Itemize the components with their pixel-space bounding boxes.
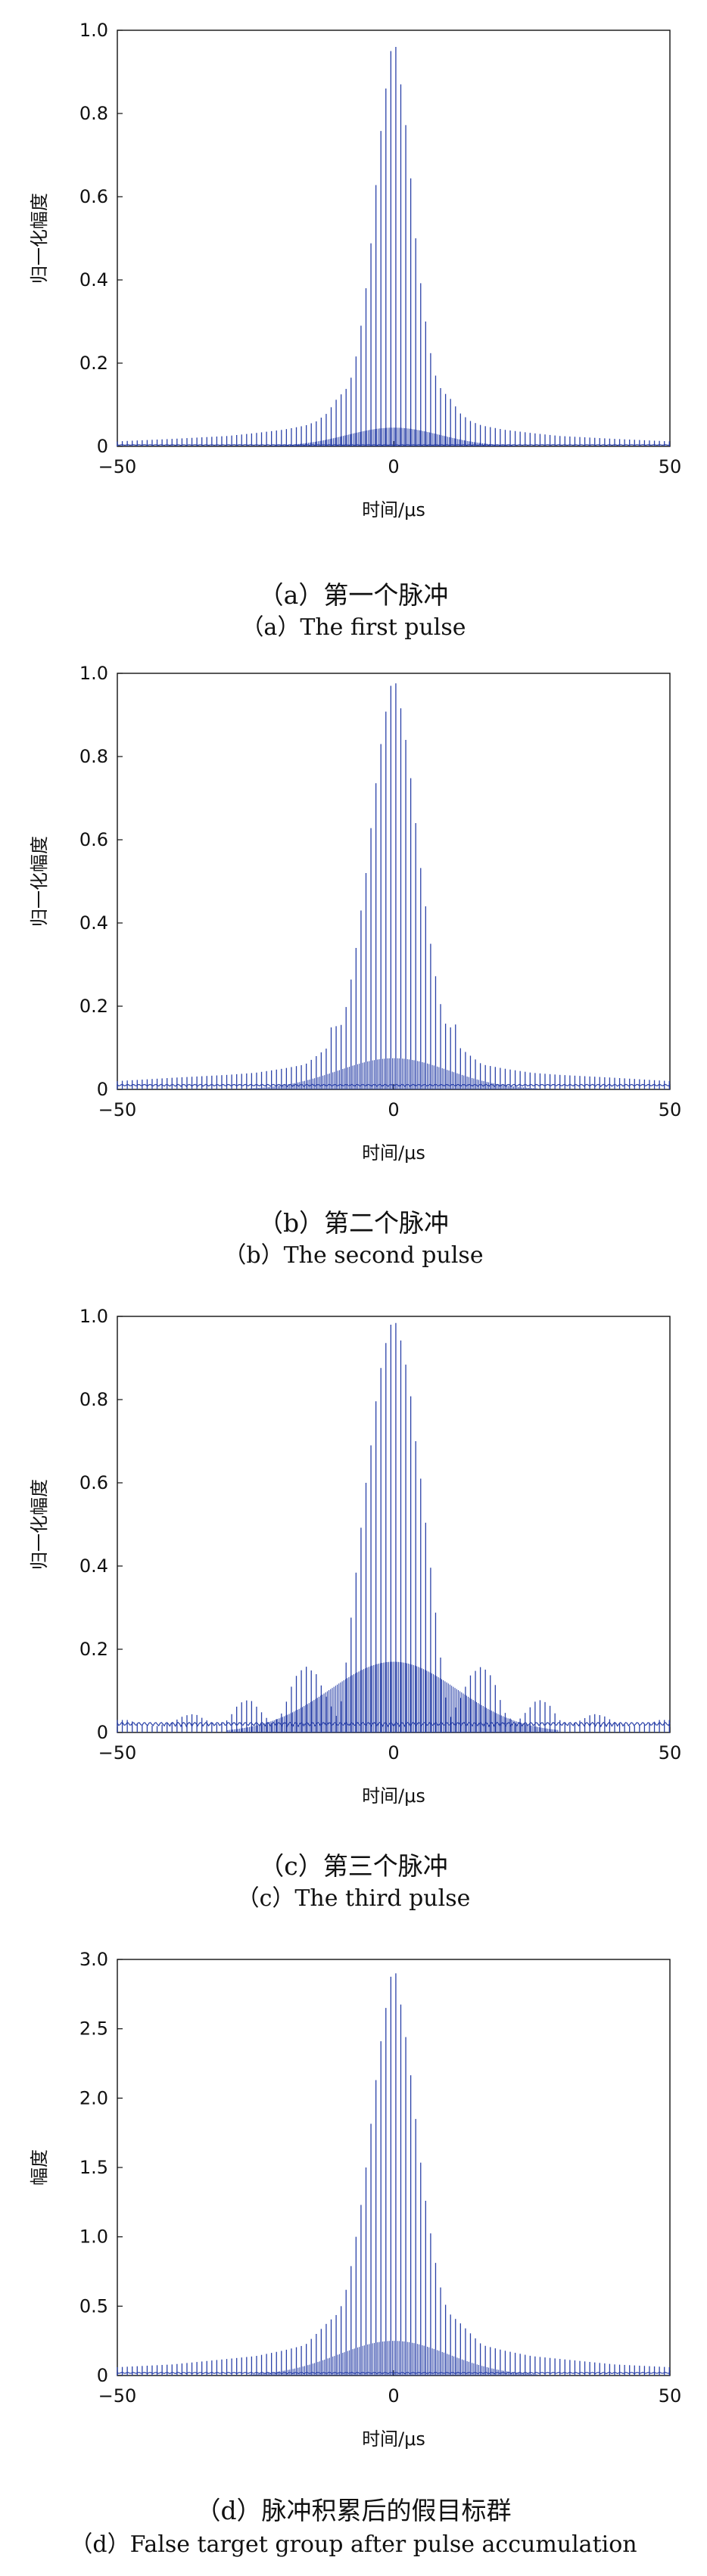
y-tick-label: 0 <box>97 1079 108 1100</box>
noise-floor-line <box>117 1083 671 1087</box>
y-tick-label: 1.5 <box>79 2157 108 2178</box>
y-tick-label: 0 <box>97 2365 108 2386</box>
y-tick-label: 1.0 <box>79 20 108 41</box>
caption-c-en: （c）The third pulse <box>236 1885 471 1912</box>
y-tick-label: 0 <box>97 436 108 457</box>
caption-c-zh: （c）第三个脉冲 <box>259 1851 448 1881</box>
y-tick-label: 0.6 <box>79 1472 108 1493</box>
figure-c: 0 0.2 0.4 0.6 0.8 1.0 −50 0 50 时间/μs 归一化幅度 （c）第三个脉… <box>0 1286 707 1929</box>
caption-d-en: （d）False target group after pulse accumu… <box>70 2531 637 2558</box>
y-tick-label: 0.4 <box>79 1555 108 1577</box>
x-tick-label: 0 <box>388 1099 399 1120</box>
y-axis-label: 归一化幅度 <box>29 1479 50 1570</box>
plot-frame <box>117 673 671 1090</box>
y-tick-label: 0.2 <box>79 996 108 1017</box>
y-tick-label: 0.6 <box>79 829 108 850</box>
y-tick-label: 0.2 <box>79 1639 108 1660</box>
x-tick-label: −50 <box>98 456 137 477</box>
figure-a: 0 0.2 0.4 0.6 0.8 1.0 −50 0 50 时间/μs 归一化幅度 （a）第一个脉… <box>0 0 707 643</box>
x-tick-label: 50 <box>659 1099 682 1120</box>
plot-frame <box>117 30 671 447</box>
x-tick-label: 50 <box>659 456 682 477</box>
signal-series <box>117 683 671 1089</box>
figure-d: 0 0.5 1.0 1.5 2.0 2.5 3.0 −50 0 50 时间/μs 幅度 （d）脉冲积累… <box>0 1929 707 2576</box>
y-axis-label: 归一化幅度 <box>29 836 50 927</box>
noise-floor-line <box>117 2372 671 2375</box>
figure-b: 0 0.2 0.4 0.6 0.8 1.0 −50 0 50 时间/μs 归一化幅度 （b）第二个脉… <box>0 643 707 1286</box>
caption-d-zh: （d）脉冲积累后的假目标群 <box>195 2496 512 2525</box>
y-tick-label: 0.5 <box>79 2295 108 2317</box>
y-tick-label: 0.8 <box>79 103 108 124</box>
x-tick-label: 0 <box>388 456 399 477</box>
y-tick-label: 2.5 <box>79 2018 108 2040</box>
x-axis-label: 时间/μs <box>362 499 425 520</box>
y-tick-label: 0 <box>97 1722 108 1743</box>
caption-a-en: （a）The first pulse <box>241 614 466 641</box>
y-tick-label: 0.8 <box>79 1389 108 1410</box>
noise-floor-line <box>117 1722 671 1728</box>
y-tick-label: 2.0 <box>79 2087 108 2108</box>
caption-b-en: （b）The second pulse <box>223 1242 484 1269</box>
noise-floor-line <box>117 444 671 446</box>
x-tick-label: −50 <box>98 1099 137 1120</box>
y-axis-label: 幅度 <box>29 2149 50 2186</box>
x-tick-label: 0 <box>388 2385 399 2407</box>
y-tick-label: 0.4 <box>79 269 108 291</box>
x-tick-label: 50 <box>659 2385 682 2407</box>
x-tick-label: 0 <box>388 1742 399 1763</box>
x-axis-label: 时间/μs <box>362 2428 425 2450</box>
y-tick-label: 0.4 <box>79 912 108 934</box>
y-tick-label: 1.0 <box>79 663 108 684</box>
caption-a-zh: （a）第一个脉冲 <box>258 580 449 610</box>
y-tick-label: 0.6 <box>79 186 108 207</box>
caption-b-zh: （b）第二个脉冲 <box>257 1208 450 1238</box>
y-tick-label: 0.2 <box>79 353 108 374</box>
x-axis-label: 时间/μs <box>362 1785 425 1807</box>
x-tick-label: −50 <box>98 2385 137 2407</box>
y-tick-label: 1.0 <box>79 1306 108 1327</box>
plot-frame <box>117 1959 671 2376</box>
y-axis-label: 归一化幅度 <box>29 193 50 284</box>
signal-series <box>117 1322 671 1732</box>
y-tick-label: 3.0 <box>79 1949 108 1970</box>
x-tick-label: 50 <box>659 1742 682 1763</box>
y-tick-label: 1.0 <box>79 2226 108 2248</box>
x-axis-label: 时间/μs <box>362 1142 425 1164</box>
signal-series <box>117 1973 671 2376</box>
y-tick-label: 0.8 <box>79 746 108 767</box>
signal-series <box>117 47 671 446</box>
x-tick-label: −50 <box>98 1742 137 1763</box>
